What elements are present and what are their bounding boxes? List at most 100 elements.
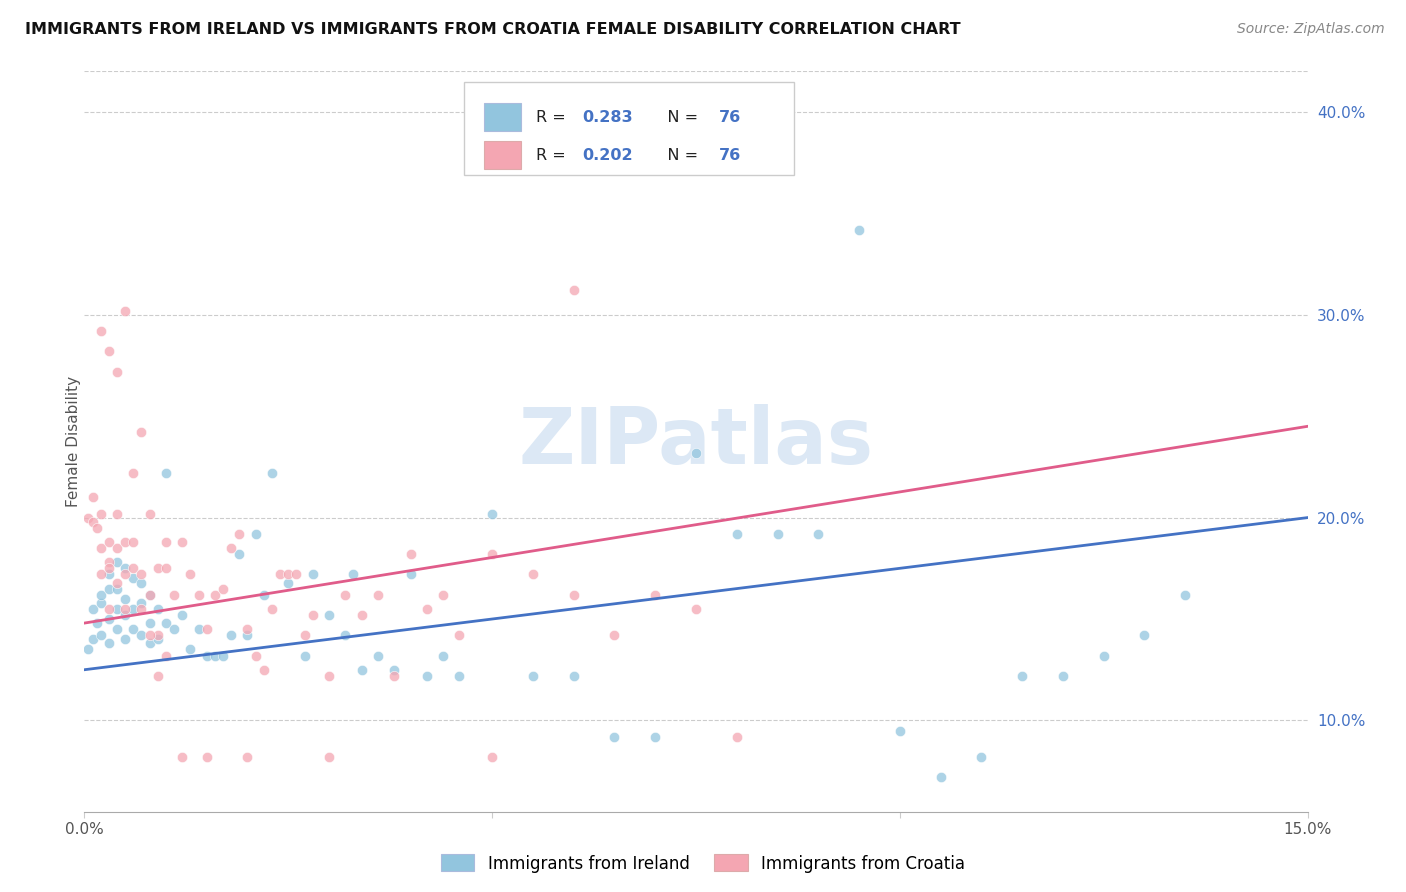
Point <box>77 642 100 657</box>
Point <box>82 602 104 616</box>
Y-axis label: Female Disability: Female Disability <box>66 376 80 508</box>
Point <box>155 648 177 663</box>
Point <box>236 622 259 636</box>
Point <box>260 466 283 480</box>
Point <box>131 596 153 610</box>
Point <box>342 567 364 582</box>
Point <box>146 669 169 683</box>
Point <box>122 602 145 616</box>
Point <box>122 571 145 585</box>
Point <box>277 575 299 590</box>
Point <box>260 602 283 616</box>
Point <box>350 663 373 677</box>
Point <box>90 541 112 555</box>
Point <box>138 588 160 602</box>
Text: N =: N = <box>652 110 703 125</box>
Point <box>131 567 153 582</box>
Point <box>138 636 160 650</box>
Point <box>97 567 120 582</box>
Point <box>114 632 136 647</box>
Text: R =: R = <box>536 147 571 162</box>
Point <box>86 521 108 535</box>
Point <box>766 526 789 541</box>
Point <box>294 628 316 642</box>
FancyBboxPatch shape <box>464 82 794 175</box>
Point <box>195 622 218 636</box>
Text: ZIPatlas: ZIPatlas <box>519 403 873 480</box>
Point <box>929 770 952 784</box>
Point <box>97 344 120 359</box>
Point <box>97 555 120 569</box>
Text: 0.283: 0.283 <box>582 110 633 125</box>
Point <box>155 616 177 631</box>
Point <box>82 515 104 529</box>
Point <box>114 303 136 318</box>
Point <box>301 607 323 622</box>
Point <box>301 567 323 582</box>
Point <box>367 648 389 663</box>
Point <box>562 669 585 683</box>
Point <box>82 632 104 647</box>
Point <box>212 582 235 596</box>
Point <box>253 663 276 677</box>
Point <box>172 750 194 764</box>
Point <box>195 750 218 764</box>
Point <box>245 526 267 541</box>
Point <box>146 602 169 616</box>
Point <box>114 602 136 616</box>
Point <box>146 632 169 647</box>
Point <box>449 628 471 642</box>
Point <box>114 591 136 606</box>
Point <box>204 588 226 602</box>
Point <box>122 535 145 549</box>
Point <box>725 730 748 744</box>
Point <box>212 648 235 663</box>
Bar <box>484 103 522 131</box>
Point <box>399 567 422 582</box>
Point <box>725 526 748 541</box>
Point <box>163 622 186 636</box>
Point <box>382 669 405 683</box>
Point <box>236 628 259 642</box>
Point <box>90 588 112 602</box>
Point <box>228 526 250 541</box>
Point <box>294 648 316 663</box>
Point <box>245 648 267 663</box>
Point <box>285 567 308 582</box>
Point <box>603 730 626 744</box>
Point <box>481 547 503 561</box>
Point <box>236 750 259 764</box>
Point <box>1174 588 1197 602</box>
Point <box>97 612 120 626</box>
Point <box>481 507 503 521</box>
Point <box>155 561 177 575</box>
Point <box>807 526 830 541</box>
Point <box>481 750 503 764</box>
Point <box>122 622 145 636</box>
Point <box>335 628 357 642</box>
Point <box>105 555 128 569</box>
Text: R =: R = <box>536 110 571 125</box>
Point <box>97 602 120 616</box>
Point <box>1133 628 1156 642</box>
Point <box>105 541 128 555</box>
Point <box>416 602 439 616</box>
Text: 0.202: 0.202 <box>582 147 633 162</box>
Bar <box>484 141 522 169</box>
Point <box>97 582 120 596</box>
Point <box>1052 669 1074 683</box>
Text: 76: 76 <box>720 147 741 162</box>
Point <box>138 616 160 631</box>
Point <box>382 663 405 677</box>
Point <box>90 324 112 338</box>
Point <box>105 365 128 379</box>
Point <box>90 507 112 521</box>
Point <box>187 622 209 636</box>
Point <box>318 669 340 683</box>
Point <box>335 588 357 602</box>
Point <box>367 588 389 602</box>
Point <box>416 669 439 683</box>
Point <box>432 648 454 663</box>
Point <box>105 582 128 596</box>
Point <box>449 669 471 683</box>
